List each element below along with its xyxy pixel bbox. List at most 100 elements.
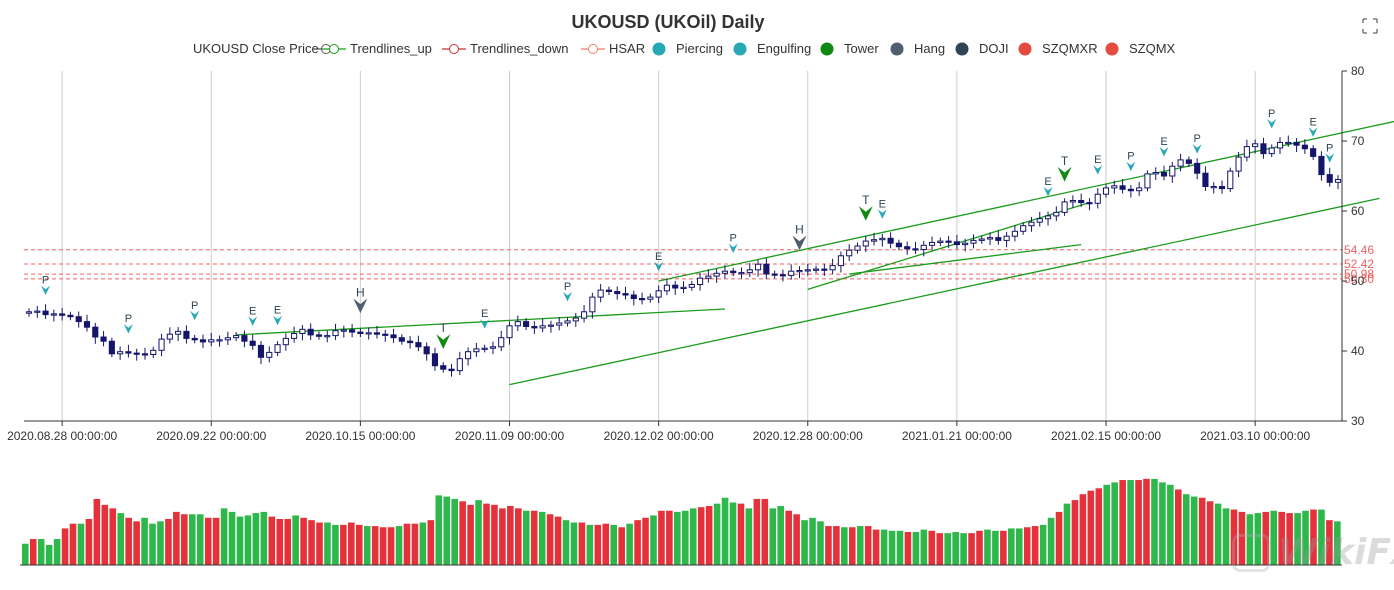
volume-bar <box>1190 496 1198 565</box>
candle-body <box>937 240 944 244</box>
volume-bar <box>1055 511 1063 565</box>
pattern-marker <box>41 285 51 296</box>
candle-body <box>539 325 546 329</box>
pattern-marker <box>1325 153 1335 163</box>
pattern-label: E <box>1044 176 1051 188</box>
pattern-label: H <box>795 223 804 237</box>
volume-bar <box>650 515 657 565</box>
candle-body <box>1003 235 1010 241</box>
pattern-label: P <box>191 300 198 312</box>
legend-label: Trendlines_up <box>350 41 432 56</box>
pattern-marker <box>563 291 573 302</box>
candle-body <box>1144 173 1151 189</box>
volume-bar <box>912 531 920 565</box>
watermark: WikiFX <box>1232 528 1394 578</box>
volume-bar <box>833 526 840 565</box>
candle-body <box>1310 148 1317 157</box>
pattern-label: E <box>1160 136 1167 148</box>
volume-bar <box>85 518 93 565</box>
volume-bar <box>1318 509 1325 565</box>
x-tick-label: 2020.08.28 00:00:00 <box>7 429 117 443</box>
candle-body <box>315 334 323 337</box>
candle-body <box>431 353 439 367</box>
candle-body <box>1334 179 1342 183</box>
chart-title: UKOUSD (UKOil) Daily <box>571 12 765 32</box>
candle-body <box>556 322 563 326</box>
candle-body <box>481 347 488 350</box>
pattern-marker <box>1159 147 1169 157</box>
candle-body <box>622 293 629 296</box>
candle-body <box>1094 193 1101 204</box>
legend-marker <box>652 42 666 56</box>
candle-body <box>465 351 472 360</box>
candle-body <box>639 298 646 301</box>
volume-bar <box>1103 484 1111 565</box>
candle-body <box>1152 172 1159 175</box>
candle-body <box>779 274 786 277</box>
pattern-marker <box>436 334 451 349</box>
candle-body <box>846 249 853 257</box>
volume-bar <box>944 533 951 565</box>
volume-bar <box>1334 521 1341 565</box>
volume-bar <box>252 513 260 565</box>
volume-bar <box>22 543 29 565</box>
volume-bar <box>674 511 681 565</box>
candle-body <box>1218 186 1226 190</box>
volume-bar <box>196 514 204 565</box>
expand-icon[interactable] <box>1362 18 1378 34</box>
trendline-up <box>236 308 725 336</box>
candle-body <box>50 313 57 316</box>
volume-bar <box>1159 482 1166 565</box>
volume-bar <box>1135 480 1142 565</box>
volume-bar <box>355 524 363 565</box>
candle-body <box>523 321 530 328</box>
volume-bar <box>761 498 769 565</box>
volume-bar <box>292 515 299 565</box>
candle-body <box>199 339 207 343</box>
volume-bar <box>1198 497 1206 565</box>
volume-bar <box>666 510 673 565</box>
candle-body <box>141 353 149 356</box>
candle-body <box>788 270 795 276</box>
trendline-up <box>849 243 1082 275</box>
volume-bar <box>522 510 530 565</box>
volume-bar <box>992 530 999 565</box>
candle-body <box>249 340 256 346</box>
volume-bar <box>435 495 443 565</box>
candle-body <box>1127 188 1134 192</box>
volume-bar <box>173 511 180 565</box>
candle-body <box>25 311 33 314</box>
volume-bar <box>554 516 562 565</box>
candle-body <box>1036 218 1043 223</box>
candle-body <box>564 320 571 324</box>
pattern-label: P <box>1268 108 1275 120</box>
volume-bar <box>1294 513 1301 565</box>
candle-body <box>1318 155 1325 176</box>
volume-bar <box>713 503 721 565</box>
candle-body <box>1243 146 1250 158</box>
chart-legend: UKOUSD Close Price Trendlines_up Trendline… <box>0 41 1394 57</box>
candle-body <box>763 263 770 275</box>
volume-bar <box>1119 480 1126 565</box>
volume-bar <box>880 529 888 565</box>
volume-bar <box>904 531 912 565</box>
volume-bar <box>984 529 991 565</box>
watermark-text: WikiFX <box>1278 532 1394 573</box>
volume-bar <box>1182 494 1190 565</box>
candle-body <box>59 313 66 316</box>
candle-body <box>680 286 687 289</box>
volume-bar <box>1023 527 1031 565</box>
volume-bar <box>1222 508 1230 565</box>
volume-bar <box>244 515 252 565</box>
volume-bar <box>507 506 514 565</box>
volume-bar <box>570 522 578 565</box>
volume-bar <box>960 533 967 565</box>
volume-bar <box>546 514 554 565</box>
candle-body <box>1235 156 1242 172</box>
candle-body <box>191 337 198 341</box>
pattern-label: P <box>564 281 571 293</box>
volume-bar <box>69 523 77 565</box>
volume-bar <box>403 523 411 565</box>
volume-bar <box>1079 494 1087 565</box>
